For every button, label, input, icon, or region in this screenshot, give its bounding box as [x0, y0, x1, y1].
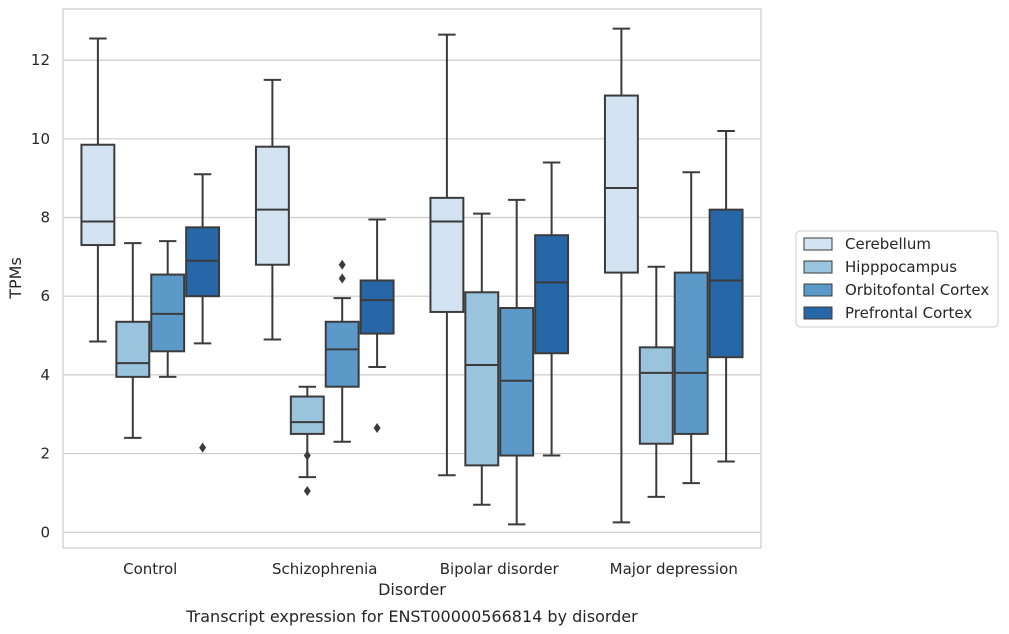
box-body: [359, 279, 395, 335]
x-tick-label: Schizophrenia: [272, 560, 377, 578]
legend-swatch: [803, 260, 833, 274]
legend-label: Prefrontal Cortex: [845, 304, 972, 322]
x-tick-label: Major depression: [610, 560, 738, 578]
box-body: [80, 143, 116, 247]
box-prefrontal-cortex-major-depression: [708, 129, 744, 463]
legend-label: Orbitofontal Cortex: [845, 281, 989, 299]
legend-swatch: [803, 237, 833, 251]
box-body: [534, 234, 570, 355]
outlier-point: [303, 485, 311, 496]
box-hipppocampus-control: [115, 242, 151, 439]
y-tick-label: 6: [40, 287, 50, 305]
box-prefrontal-cortex-control: [185, 173, 221, 453]
legend-swatch: [803, 283, 833, 297]
x-axis-title: Disorder: [378, 580, 446, 599]
legend: Cerebellum Hipppocampus Orbitofontal Corte…: [795, 230, 999, 328]
y-tick-label: 8: [40, 209, 50, 227]
outlier-point: [303, 450, 311, 461]
outlier-point: [373, 423, 381, 434]
y-tick-label: 4: [40, 366, 50, 384]
box-body: [429, 196, 465, 313]
box-body: [289, 395, 325, 435]
box-orbitofontal-cortex-major-depression: [673, 171, 709, 485]
box-body: [638, 346, 674, 445]
y-axis-title: TPMs: [6, 257, 25, 300]
plot-frame: [62, 8, 762, 549]
legend-label: Hipppocampus: [845, 258, 957, 276]
outlier-point: [338, 273, 346, 284]
legend-swatch: [803, 306, 833, 320]
y-tick-label: 2: [40, 445, 50, 463]
box-body: [254, 145, 290, 266]
y-tick-label: 10: [31, 130, 50, 148]
x-tick-label: Bipolar disorder: [440, 560, 560, 578]
y-tick-label: 12: [31, 51, 50, 69]
box-prefrontal-cortex-schizophrenia: [359, 218, 395, 434]
chart-caption: Transcript expression for ENST0000056681…: [185, 607, 638, 626]
box-body: [115, 320, 151, 378]
box-body: [464, 291, 500, 467]
x-axis-ticks: Control Schizophrenia Bipolar disorder Majo…: [123, 560, 738, 578]
legend-label: Cerebellum: [845, 235, 931, 253]
legend-frame: [795, 230, 999, 328]
x-tick-label: Control: [123, 560, 177, 578]
box-orbitofontal-cortex-bipolar-disorder: [499, 198, 535, 526]
y-tick-label: 0: [40, 523, 50, 541]
y-axis-ticks: 0 2 4 6 8 10 12: [31, 51, 50, 541]
box-cerebellum-major-depression: [603, 27, 639, 524]
box-orbitofontal-cortex-schizophrenia: [324, 259, 360, 443]
box-hipppocampus-bipolar-disorder: [464, 212, 500, 506]
box-hipppocampus-schizophrenia: [289, 385, 325, 496]
outlier-point: [199, 442, 207, 453]
box-cerebellum-bipolar-disorder: [429, 33, 465, 477]
box-cerebellum-schizophrenia: [254, 78, 290, 341]
box-hipppocampus-major-depression: [638, 265, 674, 498]
box-body: [673, 271, 709, 435]
box-body: [708, 208, 744, 359]
box-series: [80, 27, 744, 526]
box-orbitofontal-cortex-control: [150, 240, 186, 378]
box-prefrontal-cortex-bipolar-disorder: [534, 161, 570, 457]
box-body: [324, 320, 360, 388]
outlier-point: [338, 259, 346, 270]
box-cerebellum-control: [80, 37, 116, 343]
box-body: [603, 94, 639, 274]
